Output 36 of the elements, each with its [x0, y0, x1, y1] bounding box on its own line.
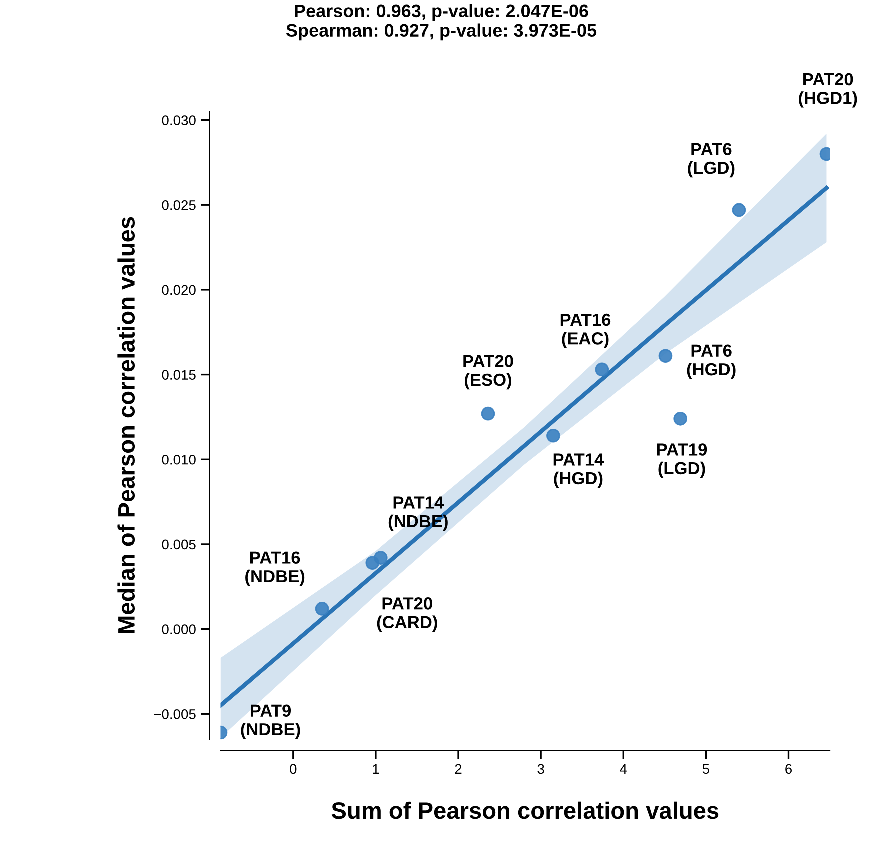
annotation: PAT6 (HGD) — [687, 344, 736, 380]
annotation: PAT14 (HGD) — [554, 454, 604, 488]
y-tick-label: 0.005 — [162, 540, 196, 550]
annotation: PAT16 (NDBE) — [246, 552, 305, 586]
annotation: PAT20 (ESO) — [464, 355, 514, 390]
point — [481, 406, 496, 421]
annotation: PAT19 (LGD) — [657, 444, 708, 478]
x-tick-label: 1 — [373, 764, 380, 774]
point — [546, 428, 560, 443]
point — [674, 412, 688, 426]
x-tick-label: 2 — [455, 764, 462, 774]
point — [595, 362, 610, 377]
x-tick-label: 0 — [290, 764, 297, 774]
y-tick-label: 0.020 — [162, 285, 196, 296]
annotation: PAT6 (LGD) — [688, 143, 735, 178]
x-tick-label: 5 — [702, 764, 710, 774]
annotation: PAT16 (EAC) — [560, 314, 611, 348]
y-tick-label: 0.025 — [162, 200, 196, 210]
y-tick-label: 0.015 — [162, 370, 196, 380]
y-tick-label: 0.000 — [162, 624, 196, 634]
annotation: PAT9 (NDBE) — [241, 704, 300, 740]
annotation: PAT20 (HGD1) — [799, 73, 858, 108]
x-tick-label: 6 — [786, 764, 792, 774]
y-tick-label: −0.005 — [154, 709, 196, 720]
x-tick-label: 4 — [620, 764, 628, 774]
point — [732, 203, 746, 218]
point — [315, 602, 330, 616]
annotation: PAT20 (CARD) — [377, 598, 438, 632]
x-tick-label: 3 — [538, 764, 544, 774]
x-axis-title: Sum of Pearson correlation values — [332, 802, 719, 820]
point — [374, 551, 388, 565]
point — [658, 349, 673, 364]
y-tick-label: 0.010 — [162, 454, 196, 465]
y-tick-label: 0.030 — [162, 116, 196, 126]
chart-title: Pearson: 0.963, p-value: 2.047E-06 Spearman: 0.927, p-value: 3.973E-05 — [286, 4, 597, 41]
y-axis-title: Median of Pearson correlation values — [118, 217, 136, 634]
